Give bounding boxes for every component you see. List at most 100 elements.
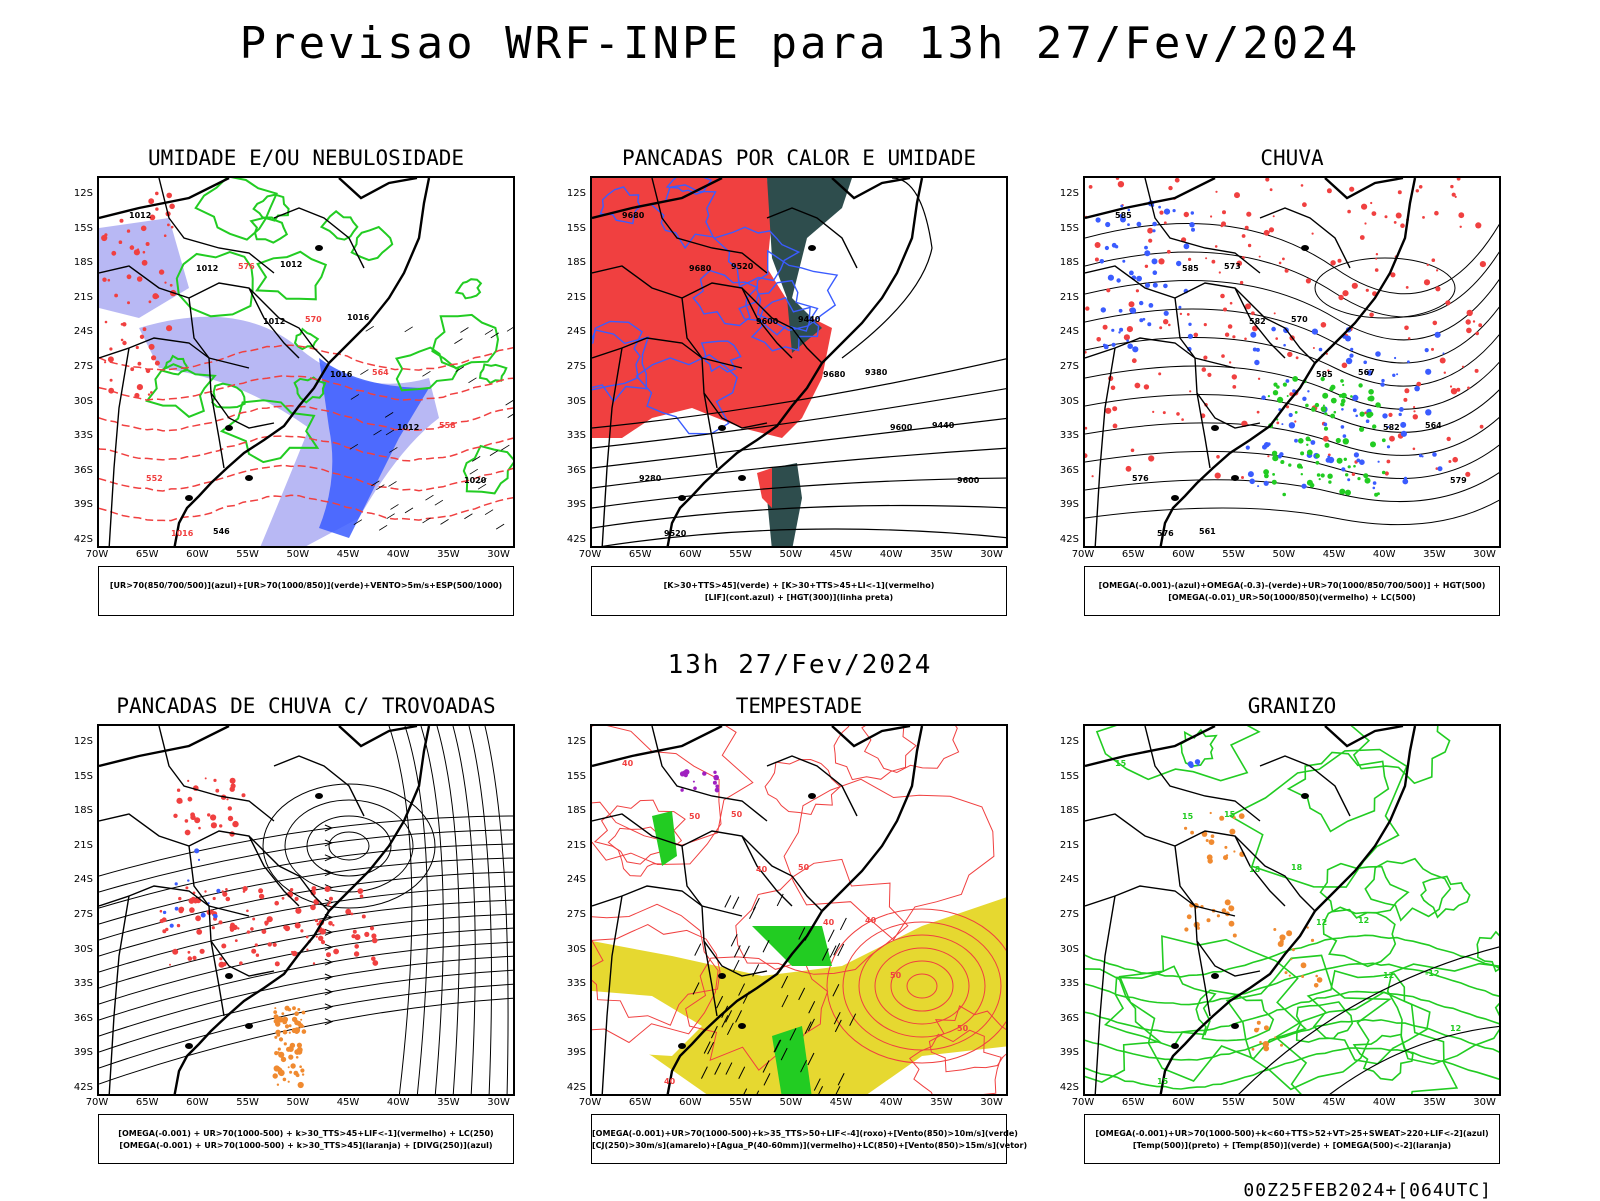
blue-rain-marker: [1294, 439, 1298, 443]
red-rain-marker: [1285, 269, 1289, 273]
red-rain-marker: [1232, 385, 1236, 389]
lat-tick-label: 33S: [554, 978, 586, 989]
red-rain-marker: [1106, 288, 1110, 292]
map-svg: 15151812121215151812-12: [1085, 726, 1501, 1096]
red-rain-marker: [1460, 226, 1462, 228]
green-humidity-contour: [257, 252, 326, 299]
lon-tick-label: 40W: [383, 1097, 413, 1108]
legend-line: [Temp(500)](preto) + [Temp(850)](verde) …: [1085, 1140, 1499, 1152]
blue-rain-marker: [1254, 360, 1259, 365]
orange-storm-marker: [294, 1011, 299, 1016]
lat-tick-label: 36S: [1047, 465, 1079, 476]
red-marker: [136, 346, 139, 349]
purple-storm-marker: [713, 781, 717, 785]
lake: [1301, 793, 1309, 799]
red-marker: [121, 339, 124, 342]
blue-rain-marker: [1401, 431, 1407, 437]
red-marker: [134, 249, 140, 255]
contour-label: 558: [439, 421, 456, 430]
lat-tick-label: 18S: [61, 257, 93, 268]
red-storm-marker: [357, 888, 363, 894]
red-rain-marker: [1450, 185, 1453, 188]
contour-label: 50: [957, 1024, 969, 1033]
red-rain-marker: [1148, 455, 1154, 461]
blue-rain-marker: [1127, 223, 1130, 226]
green-rain-marker: [1300, 466, 1303, 469]
red-rain-marker: [1385, 215, 1388, 218]
green-rain-marker: [1315, 403, 1319, 407]
red-storm-marker: [230, 778, 236, 784]
blue-rain-marker: [1264, 481, 1269, 486]
green-rain-marker: [1315, 454, 1320, 459]
contour-label: 15: [1157, 1077, 1169, 1086]
blue-rain-marker: [1129, 271, 1134, 276]
orange-storm-marker: [288, 1055, 293, 1060]
red-rain-marker: [1408, 337, 1411, 340]
blue-rain-marker: [1425, 409, 1431, 415]
wind-vector: [507, 326, 515, 331]
country-border: [1085, 814, 1315, 911]
red-rain-marker: [1092, 475, 1094, 477]
blue-rain-marker: [1373, 487, 1376, 490]
lon-tick-label: 45W: [826, 1097, 856, 1108]
red-storm-marker: [326, 952, 331, 957]
red-marker: [151, 355, 156, 360]
lat-tick-label: 12S: [61, 736, 93, 747]
lon-tick-label: 60W: [182, 549, 212, 560]
blue-rain-marker: [1112, 343, 1116, 347]
green-rain-marker: [1272, 473, 1275, 476]
blue-rain-marker: [1355, 415, 1358, 418]
red-rain-marker: [1222, 210, 1226, 214]
blue-divergence-marker: [198, 859, 200, 861]
orange-omega-marker: [1274, 1036, 1276, 1038]
red-rain-marker: [1342, 290, 1348, 296]
lat-tick-label: 42S: [1047, 534, 1079, 545]
red-storm-marker: [295, 923, 301, 929]
green-rain-marker: [1272, 455, 1278, 461]
lat-tick-label: 33S: [554, 430, 586, 441]
contour-label: 9520: [731, 262, 754, 271]
blue-rain-marker: [1399, 407, 1404, 412]
wind-vector: [485, 330, 493, 335]
red-storm-marker: [177, 924, 180, 927]
red-rain-marker: [1113, 424, 1118, 429]
red-storm-marker: [360, 894, 364, 898]
red-marker: [143, 251, 146, 254]
wind-vector: [734, 945, 740, 957]
red-marker: [108, 279, 111, 282]
green-rain-marker: [1321, 406, 1327, 412]
map-content: 9680968096009680960096009520952094409380…: [592, 178, 1008, 548]
green-rain-marker: [1344, 458, 1347, 461]
lon-tick-label: 35W: [1419, 549, 1449, 560]
green-rain-marker: [1327, 474, 1332, 479]
lc250-streamline: [405, 726, 428, 1096]
green-rain-marker: [1268, 395, 1270, 397]
lake: [1211, 973, 1219, 979]
orange-storm-marker: [273, 1010, 277, 1014]
red-rain-marker: [1181, 418, 1184, 421]
contour-label: 9600: [957, 476, 980, 485]
green-rain-marker: [1359, 427, 1364, 432]
red-rain-marker: [1480, 425, 1484, 429]
lat-tick-label: 39S: [554, 1047, 586, 1058]
red-rain-marker: [1105, 408, 1111, 414]
orange-storm-marker: [277, 1084, 279, 1086]
lat-tick-label: 12S: [61, 188, 93, 199]
run-label: 00Z25FEB2024+[064UTC]: [1243, 1180, 1492, 1201]
blue-rain-marker: [1105, 246, 1109, 250]
blue-rain-marker: [1378, 461, 1380, 463]
lat-tick-label: 39S: [61, 1047, 93, 1058]
green-rain-marker: [1280, 461, 1283, 464]
green-rain-marker: [1337, 458, 1343, 464]
green-rain-marker: [1369, 396, 1375, 402]
red-marker: [140, 335, 144, 339]
blue-rain-marker: [1323, 423, 1327, 427]
red-storm-marker: [212, 926, 215, 929]
red-storm-marker: [198, 827, 201, 830]
orange-storm-marker: [283, 1030, 288, 1035]
orange-omega-marker: [1225, 899, 1231, 905]
map-svg: [99, 726, 515, 1096]
blue-divergence-marker: [175, 882, 178, 885]
lon-tick-label: 45W: [1319, 549, 1349, 560]
orange-storm-marker: [275, 1030, 280, 1035]
